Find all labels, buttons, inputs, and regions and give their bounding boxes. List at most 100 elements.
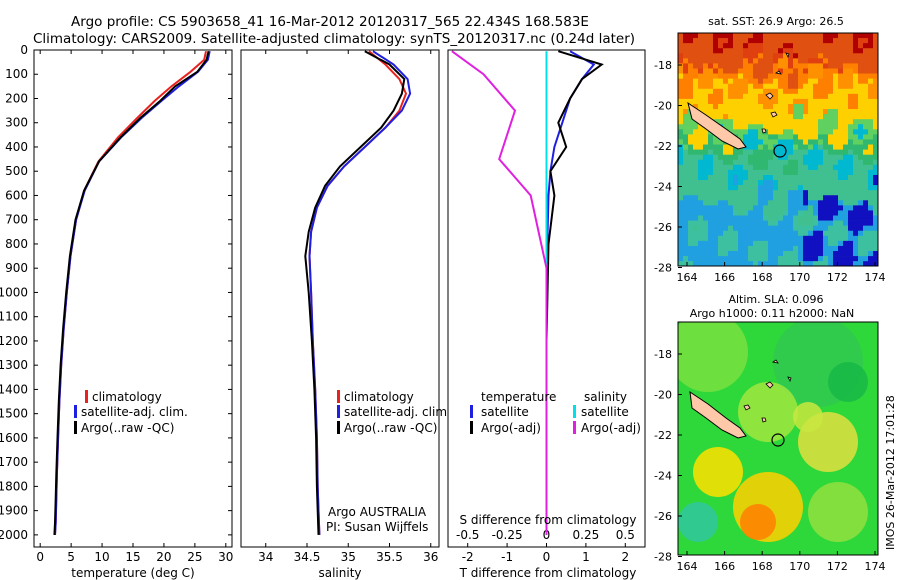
sst-cell (828, 43, 834, 49)
sst-cell (718, 43, 724, 49)
sst-cell (693, 73, 699, 79)
sst-cell (813, 73, 819, 79)
legend-s-satellite: satellite-adj. clim. (344, 405, 451, 419)
sst-cell (713, 58, 719, 64)
sst-cell (733, 169, 739, 176)
sst-cell (783, 200, 789, 206)
sst-cell (768, 256, 774, 262)
sst-cell (858, 78, 864, 84)
sst-cell (748, 119, 754, 125)
sst-cell (723, 63, 729, 69)
sst-cell (818, 129, 824, 135)
sst-cell (698, 230, 704, 237)
sst-cell (718, 33, 724, 39)
sst-cell (813, 261, 819, 266)
sst-cell (828, 83, 834, 90)
sst-cell (778, 185, 784, 191)
sst-cell (798, 251, 804, 257)
sst-cell (873, 124, 878, 130)
sst-cell (848, 240, 854, 247)
sst-cell (703, 73, 709, 79)
sst-cell (743, 73, 749, 79)
sst-cell (713, 68, 719, 74)
sst-cell (803, 68, 809, 74)
sst-cell (828, 180, 834, 186)
sst-cell (808, 225, 814, 232)
sst-cell (708, 98, 714, 105)
sst-cell (703, 235, 709, 242)
sst-cell (818, 190, 824, 196)
sst-cell (848, 139, 854, 145)
sst-cell (758, 124, 764, 130)
sst-cell (783, 180, 789, 186)
sst-cell (743, 230, 749, 237)
sst-cell (678, 114, 684, 120)
sst-cell (753, 230, 759, 237)
sst-cell (798, 169, 804, 176)
sst-cell (848, 124, 854, 130)
sst-cell (703, 53, 709, 59)
sst-cell (728, 68, 734, 74)
sst-cell (773, 58, 779, 64)
sst-cell (753, 215, 759, 221)
sst-cell (783, 251, 789, 257)
sst-cell (808, 154, 814, 161)
sst-cell (818, 164, 824, 171)
sst-cell (813, 134, 819, 140)
sla-blob (793, 402, 823, 432)
sst-cell (808, 73, 814, 79)
sst-cell (793, 78, 799, 84)
sla-field (678, 322, 868, 542)
sst-cell (828, 215, 834, 221)
sst-cell (773, 38, 779, 44)
sst-cell (858, 195, 864, 201)
sst-cell (733, 245, 739, 252)
sst-cell (748, 185, 754, 191)
depth-tick-label: 1300 (0, 358, 28, 372)
sst-cell (803, 256, 809, 262)
sst-cell (743, 93, 749, 100)
sst-cell (808, 159, 814, 166)
sst-cell (803, 240, 809, 247)
sst-cell (858, 261, 864, 266)
sst-cell (813, 220, 819, 226)
sst-cell (798, 68, 804, 74)
sst-cell (683, 58, 689, 64)
sst-cell (833, 33, 839, 39)
sst-cell (683, 174, 689, 181)
sst-cell (828, 256, 834, 262)
sst-cell (813, 68, 819, 74)
sst-cell (768, 139, 774, 145)
sst-cell (723, 154, 729, 161)
sst-cell (828, 139, 834, 145)
sst-cell (808, 220, 814, 226)
sst-cell (803, 78, 809, 84)
sst-cell (848, 185, 854, 191)
sst-cell (763, 164, 769, 171)
s-difference-label: S difference from climatology (460, 513, 637, 527)
sst-cell (853, 195, 859, 201)
sst-cell (708, 205, 714, 211)
sst-cell (678, 58, 684, 64)
sst-cell (788, 129, 794, 135)
sst-cell (823, 124, 829, 130)
sst-cell (728, 174, 734, 181)
sst-cell (773, 230, 779, 237)
sst-cell (713, 210, 719, 216)
sst-cell (768, 180, 774, 186)
sst-cell (833, 180, 839, 186)
sst-cell (738, 180, 744, 186)
sst-cell (798, 225, 804, 232)
sst-cell (778, 235, 784, 242)
sst-cell (848, 256, 854, 262)
sst-cell (753, 124, 759, 130)
sst-cell (738, 53, 744, 59)
sst-cell (708, 195, 714, 201)
sst-cell (863, 180, 869, 186)
sst-cell (778, 174, 784, 181)
sst-cell (808, 261, 814, 266)
sst-cell (793, 185, 799, 191)
sst-cell (848, 33, 854, 39)
sst-cell (818, 68, 824, 74)
sst-cell (823, 73, 829, 79)
